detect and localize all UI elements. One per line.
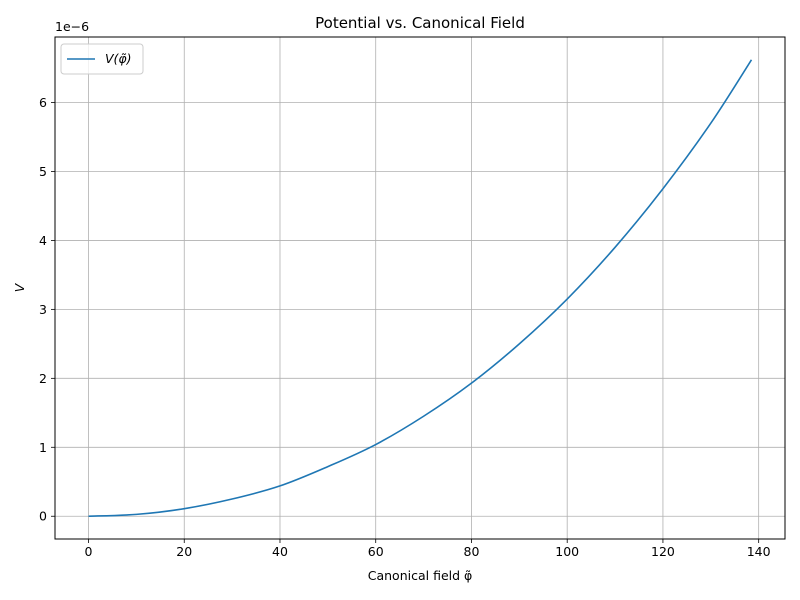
x-tick-label: 140 <box>747 544 771 559</box>
x-tick-label: 40 <box>272 544 288 559</box>
y-tick-label: 0 <box>39 509 47 524</box>
y-tick-label: 1 <box>39 440 47 455</box>
x-tick-label: 20 <box>176 544 192 559</box>
y-axis: 0 1 2 3 4 5 6 <box>39 95 55 524</box>
x-tick-label: 60 <box>368 544 384 559</box>
x-tick-label: 120 <box>651 544 675 559</box>
legend-entry: V(φ̃) <box>105 51 132 66</box>
x-tick-label: 0 <box>85 544 93 559</box>
grid <box>55 37 785 539</box>
x-tick-label: 100 <box>555 544 579 559</box>
legend-box <box>60 43 144 75</box>
y-tick-label: 4 <box>39 233 47 248</box>
y-tick-label: 6 <box>39 95 47 110</box>
y-tick-label: 3 <box>39 302 47 317</box>
x-axis: 0 20 40 60 80 100 120 140 <box>85 539 771 559</box>
y-tick-label: 2 <box>39 371 47 386</box>
chart-title: Potential vs. Canonical Field <box>315 14 525 32</box>
series-layer <box>88 59 753 518</box>
x-tick-label: 80 <box>464 544 480 559</box>
legend: V(φ̃) <box>60 43 144 75</box>
series-line <box>88 59 753 518</box>
x-axis-label: Canonical field φ̃ <box>368 568 473 583</box>
y-tick-label: 5 <box>39 164 47 179</box>
y-axis-label: V <box>12 282 27 292</box>
y-offset-label: 1e−6 <box>55 19 89 34</box>
plot-frame <box>54 36 786 540</box>
